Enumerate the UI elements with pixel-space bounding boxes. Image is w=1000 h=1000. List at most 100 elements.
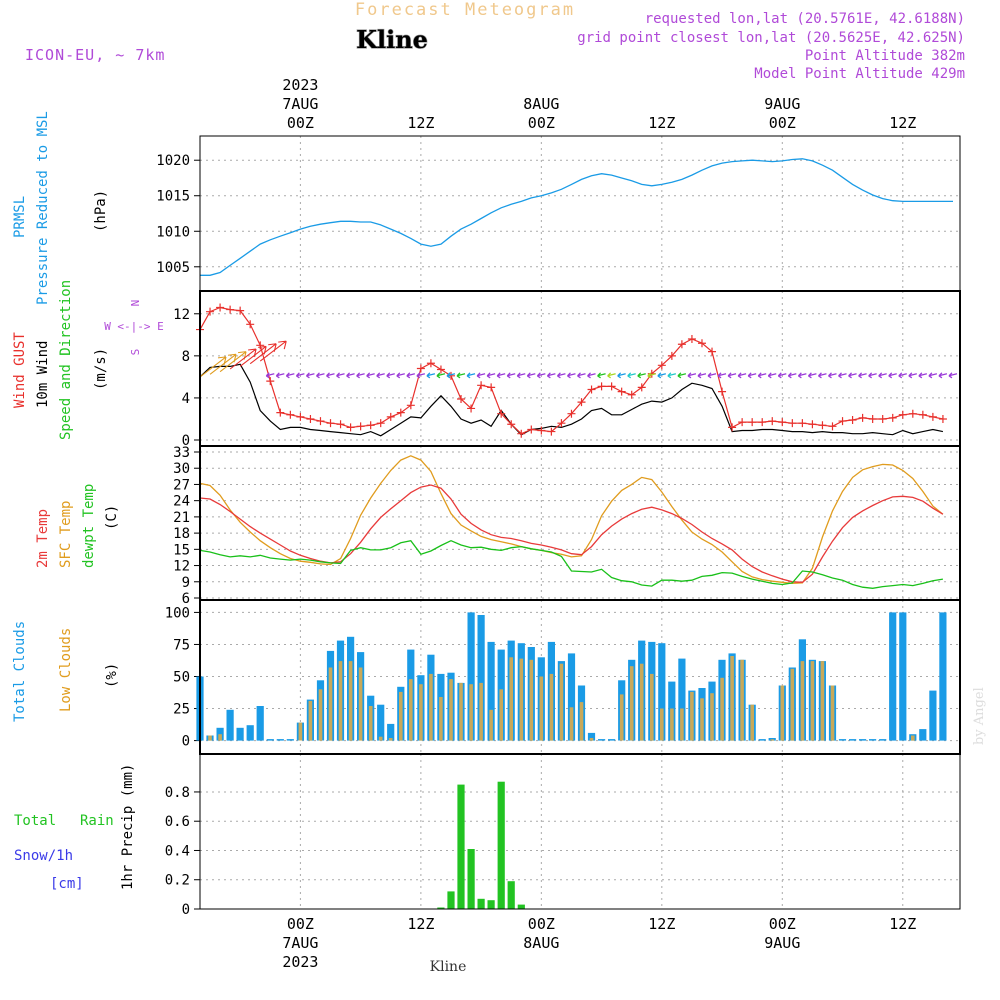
wind-direction-arrow bbox=[305, 372, 315, 379]
total-cloud-bar bbox=[587, 732, 596, 741]
rain-label-2: Rain bbox=[80, 813, 114, 829]
wind-direction-arrow bbox=[265, 372, 275, 379]
y-tick-label: 8 bbox=[182, 349, 190, 365]
low-cloud-bar bbox=[680, 708, 684, 741]
wind-direction-arrow bbox=[948, 372, 958, 379]
wind-direction-arrow bbox=[657, 372, 666, 379]
sfc-temp-line bbox=[199, 455, 944, 585]
wind-gust-marker bbox=[798, 419, 807, 428]
wind-direction-arrow bbox=[597, 372, 606, 379]
wind-direction-arrow bbox=[888, 372, 897, 379]
low-cloud-bar bbox=[629, 666, 634, 741]
y-tick-label: 27 bbox=[173, 477, 190, 493]
wind-10m-line bbox=[199, 363, 944, 437]
wind-direction-arrow bbox=[838, 372, 847, 379]
y-tick-label: 50 bbox=[173, 670, 190, 686]
wind-direction-arrow bbox=[607, 372, 616, 379]
y-tick-label: 9 bbox=[182, 575, 190, 591]
model-label: ICON-EU, ~ 7km bbox=[25, 46, 165, 64]
wind-gust-marker bbox=[396, 408, 405, 417]
wind-gust-marker bbox=[336, 420, 345, 429]
wind-gust-marker bbox=[366, 421, 375, 430]
total-cloud-bar bbox=[487, 641, 495, 741]
wind-direction-arrow bbox=[647, 372, 656, 379]
low-cloud-bar bbox=[409, 679, 413, 741]
wind-gust-marker bbox=[467, 404, 476, 413]
dewpt-line bbox=[199, 539, 944, 589]
time-label-top: 00Z bbox=[287, 114, 314, 132]
wind-direction-arrow bbox=[697, 372, 707, 379]
rain-bar bbox=[437, 907, 445, 909]
total-cloud-bar bbox=[377, 704, 385, 741]
low-cloud-bar bbox=[308, 700, 313, 741]
low-cloud-bar bbox=[338, 661, 343, 741]
time-label-bottom: 9AUG bbox=[764, 934, 800, 952]
rain-label-1: Total bbox=[14, 813, 56, 829]
pressure-line bbox=[200, 158, 953, 276]
wind-gust-marker bbox=[677, 340, 686, 349]
low-cloud-bar bbox=[740, 659, 744, 741]
y-tick-label: 0.8 bbox=[165, 785, 190, 801]
wind-gust-marker bbox=[246, 320, 255, 329]
y-tick-label: 1015 bbox=[156, 189, 190, 205]
time-label-top: 9AUG bbox=[764, 95, 800, 113]
wind-gust-marker bbox=[517, 429, 526, 438]
wind-gust-marker bbox=[708, 347, 717, 356]
total-cloud-bar bbox=[608, 739, 616, 741]
wind-direction-arrow bbox=[767, 372, 777, 379]
total-cloud-bar bbox=[286, 739, 294, 741]
location-title: Kline bbox=[356, 25, 428, 54]
low-cloud-bar bbox=[429, 673, 433, 741]
wind-gust-marker bbox=[657, 361, 666, 370]
low-cloud-bar bbox=[479, 682, 483, 741]
wind-gust-marker bbox=[928, 412, 937, 421]
wind-direction-arrow bbox=[506, 372, 516, 379]
y-tick-label: 33 bbox=[173, 445, 190, 461]
wind-direction-arrow bbox=[259, 340, 287, 362]
wind-gust-marker bbox=[477, 381, 486, 390]
wind-direction-arrow bbox=[918, 372, 928, 379]
low-cloud-bar bbox=[559, 663, 564, 741]
low-cloud-bar bbox=[318, 689, 323, 741]
time-label-bottom: 12Z bbox=[648, 915, 675, 933]
wind-direction-arrow bbox=[817, 372, 827, 379]
wind-gust-marker bbox=[858, 413, 867, 422]
wind-direction-arrow bbox=[677, 372, 687, 379]
y-tick-label: 0 bbox=[182, 433, 190, 449]
footer-location: Kline bbox=[430, 959, 467, 975]
total-cloud-bar bbox=[236, 727, 244, 741]
wind-direction-arrow bbox=[546, 372, 556, 379]
y-tick-label: 12 bbox=[173, 307, 190, 323]
low-cloud-bar bbox=[820, 661, 825, 741]
total-cloud-bar bbox=[919, 729, 927, 741]
wind-direction-arrow bbox=[346, 372, 355, 379]
low-cloud-bar bbox=[750, 704, 754, 741]
low-cloud-bar bbox=[700, 698, 704, 741]
panel-frame bbox=[199, 445, 961, 601]
wind-gust-marker bbox=[687, 335, 696, 344]
time-label-bottom: 12Z bbox=[407, 915, 434, 933]
y-tick-label: 1005 bbox=[156, 260, 190, 276]
wind-gust-marker bbox=[296, 412, 305, 421]
y-tick-label: 0.6 bbox=[165, 814, 190, 830]
wind-gust-marker bbox=[778, 418, 787, 427]
low-cloud-bar bbox=[529, 659, 534, 741]
wind-direction-arrow bbox=[687, 372, 697, 379]
rain-bar bbox=[497, 781, 505, 909]
grid-point-coords: grid point closest lon,lat (20.5625E, 42… bbox=[577, 30, 965, 46]
wind-direction-arrow bbox=[828, 372, 837, 379]
wind-gust-marker bbox=[487, 383, 496, 392]
y-tick-label: 21 bbox=[173, 510, 190, 526]
wind-direction-arrow bbox=[466, 372, 476, 379]
wind-gust-marker bbox=[356, 422, 365, 431]
wind-direction-arrow bbox=[396, 372, 405, 379]
wind-direction-arrow bbox=[516, 372, 526, 379]
low-cloud-bar bbox=[459, 682, 463, 741]
low-cloud-bar bbox=[378, 736, 383, 741]
low-cloud-bar bbox=[439, 697, 443, 741]
wind-gust-marker bbox=[808, 420, 817, 429]
total-cloud-bar bbox=[869, 739, 877, 741]
time-label-bottom: 00Z bbox=[287, 915, 314, 933]
wind-direction-arrow bbox=[406, 372, 415, 379]
